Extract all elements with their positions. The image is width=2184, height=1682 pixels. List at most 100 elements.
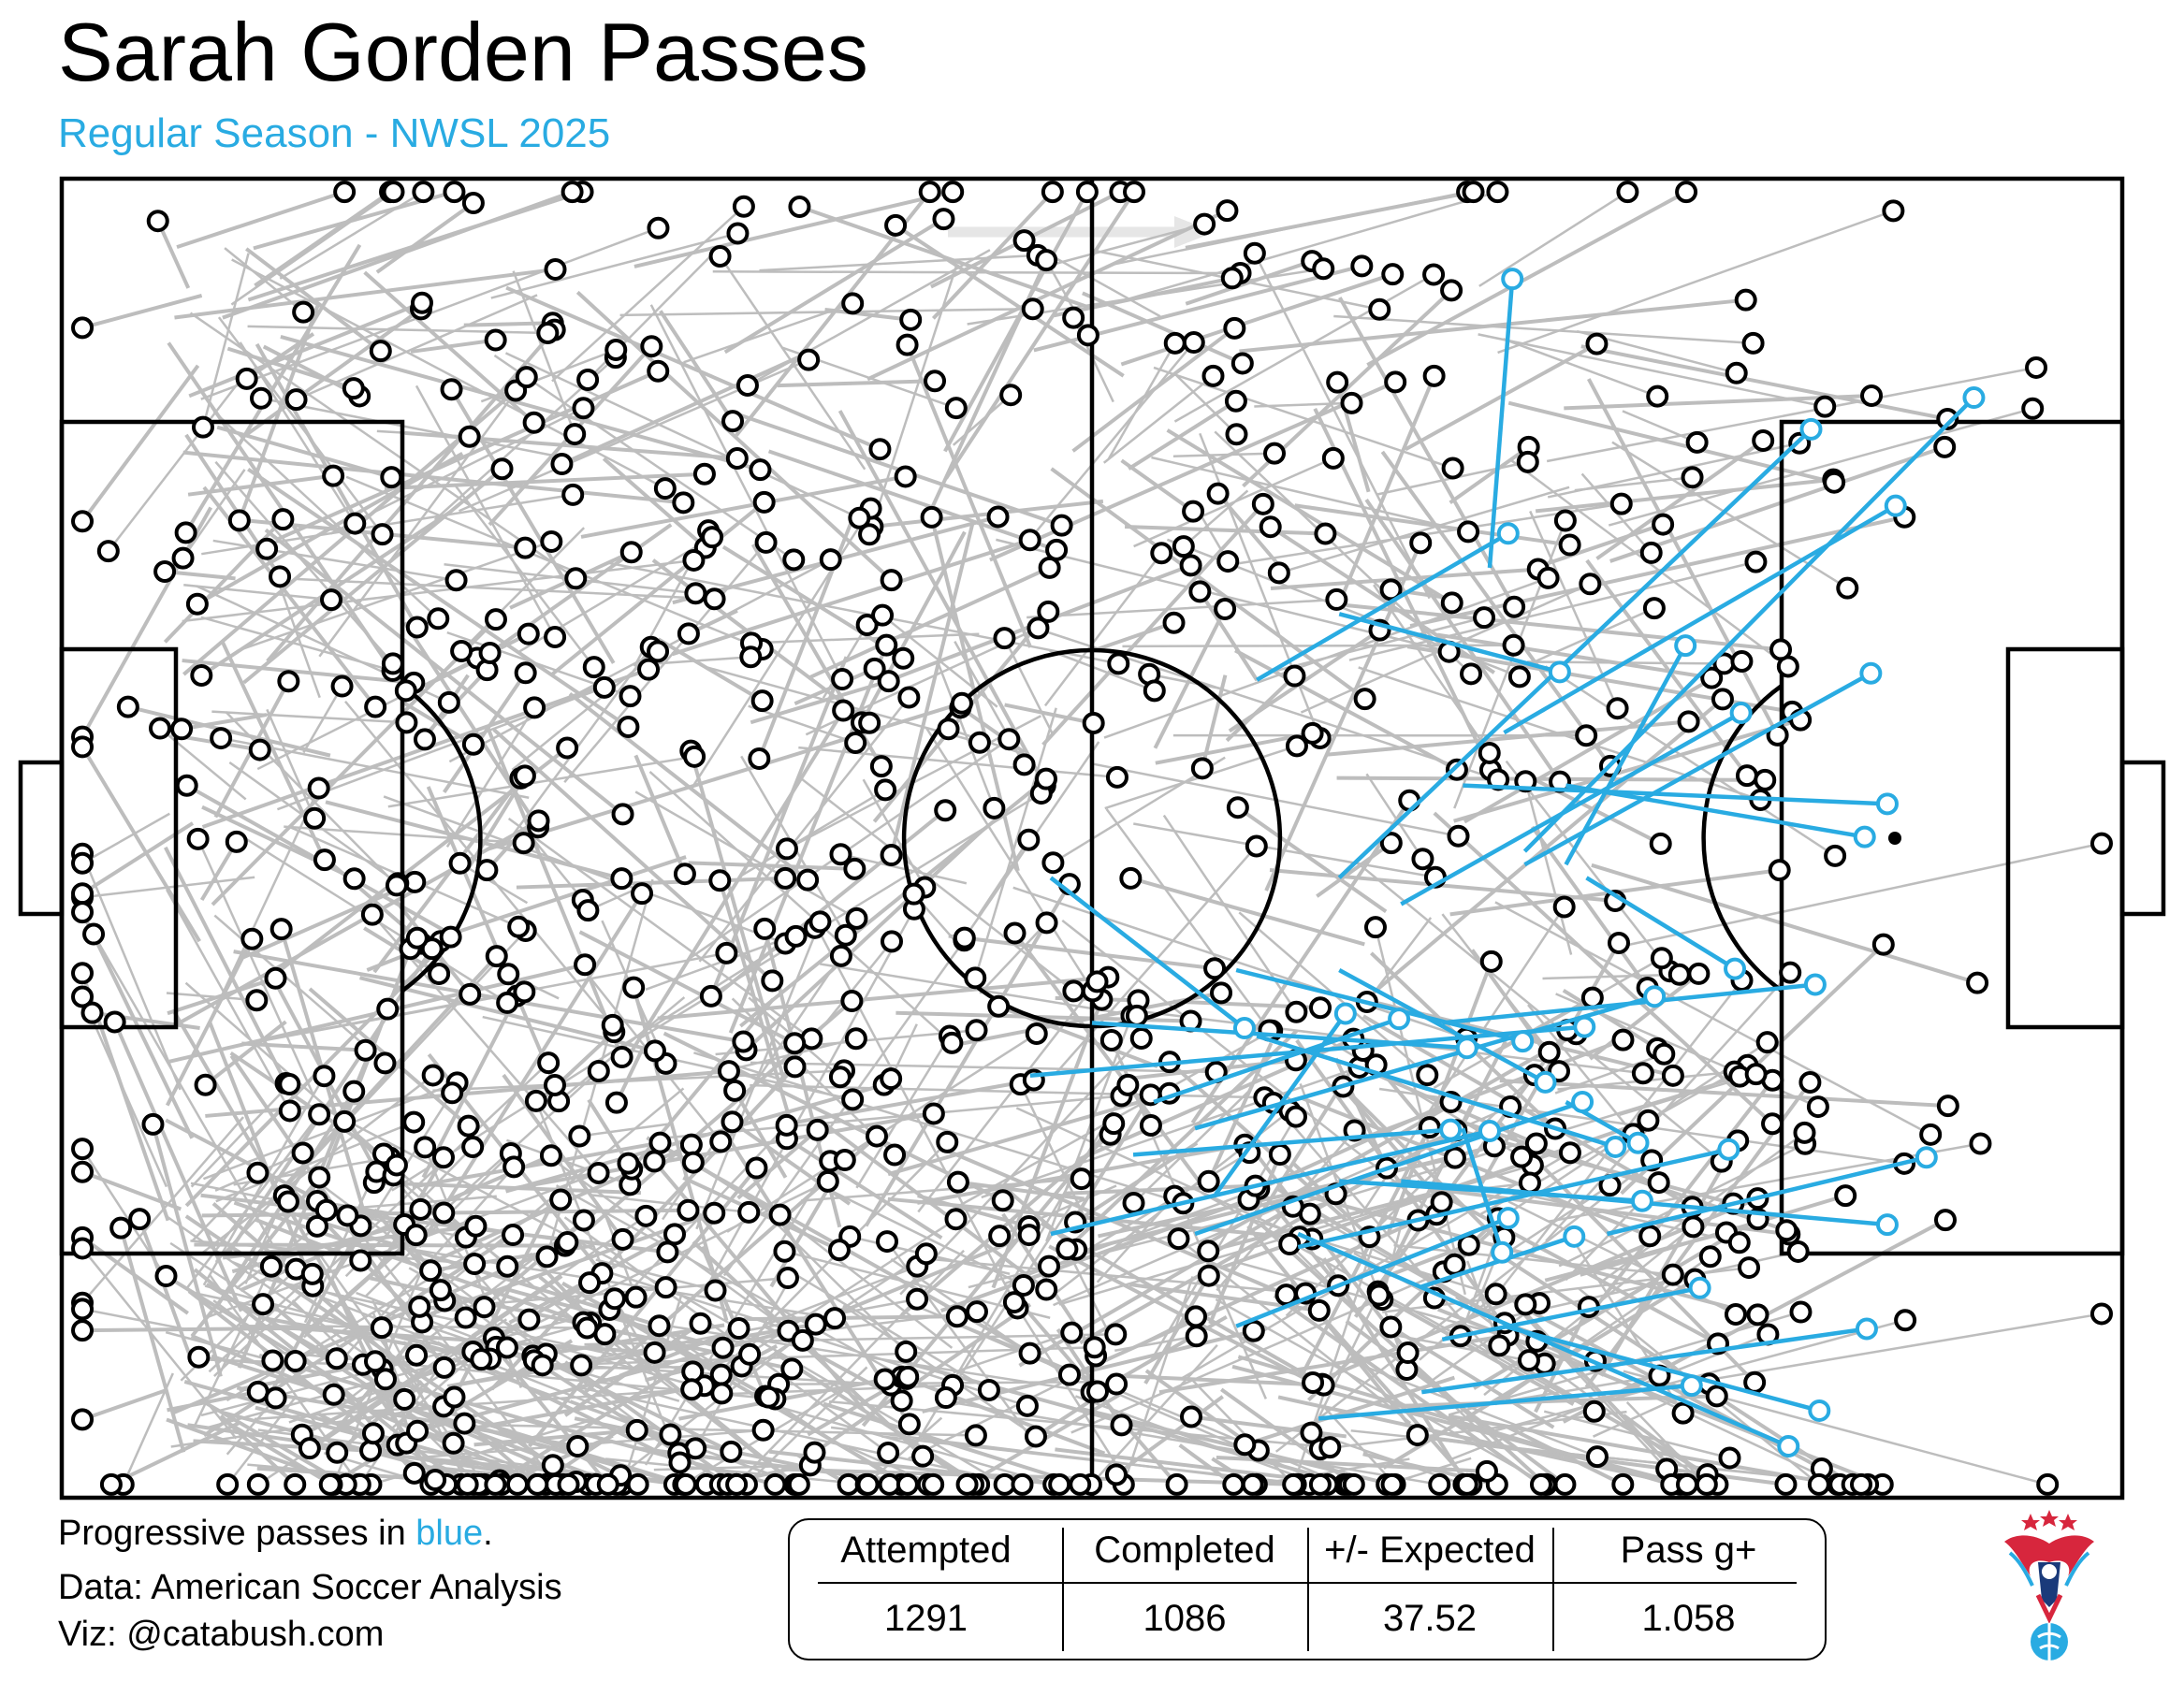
regular-pass-end <box>342 867 366 891</box>
regular-pass-end <box>556 1231 579 1254</box>
regular-pass-end <box>668 1451 692 1474</box>
regular-pass-line <box>1521 1192 1740 1244</box>
regular-pass-end <box>1558 533 1581 557</box>
regular-pass-end <box>877 1442 900 1465</box>
regular-pass-end <box>1245 834 1268 858</box>
regular-pass-end <box>1193 212 1216 236</box>
progressive-pass-end <box>1680 1374 1703 1398</box>
regular-pass-end <box>896 1365 920 1388</box>
regular-pass-end <box>1769 638 1793 661</box>
regular-pass-line <box>384 471 706 491</box>
regular-pass-end <box>924 370 947 393</box>
regular-pass-end <box>71 1138 95 1161</box>
regular-pass-line <box>1053 276 1233 318</box>
regular-pass-end <box>701 526 724 549</box>
regular-pass-end <box>373 1051 397 1075</box>
regular-pass-end <box>307 776 330 800</box>
regular-pass-end <box>330 674 354 698</box>
regular-pass-line <box>410 338 496 354</box>
regular-pass-end <box>342 377 365 400</box>
regular-pass-end <box>1484 1283 1507 1306</box>
regular-pass-end <box>576 899 600 922</box>
regular-pass-line <box>241 1041 366 1052</box>
regular-pass-line <box>487 701 963 851</box>
regular-pass-line <box>570 1384 1023 1486</box>
regular-pass-line <box>772 1404 1055 1486</box>
regular-pass-line <box>460 527 586 652</box>
regular-pass-end <box>634 1204 658 1227</box>
regular-pass-end <box>1724 1303 1747 1327</box>
regular-pass-end <box>495 1336 518 1359</box>
regular-pass-end <box>1122 1191 1145 1214</box>
regular-pass-end <box>414 1136 437 1159</box>
regular-pass-line <box>480 348 617 403</box>
regular-pass-line <box>201 253 250 428</box>
regular-pass-end <box>1182 500 1205 523</box>
regular-pass-end <box>1216 199 1239 223</box>
regular-pass-line <box>415 384 557 638</box>
regular-pass-end <box>313 848 336 872</box>
regular-pass-end <box>428 962 451 985</box>
regular-pass-end <box>692 462 716 486</box>
regular-pass-end <box>413 728 436 751</box>
regular-pass-line <box>981 1066 1360 1199</box>
regular-pass-line <box>215 1121 415 1203</box>
data-source: Data: American Soccer Analysis <box>58 1568 562 1607</box>
regular-pass-line <box>1365 773 1424 860</box>
regular-pass-line <box>211 710 407 724</box>
regular-pass-end <box>1409 531 1433 555</box>
regular-pass-end <box>513 764 536 788</box>
regular-pass-end <box>922 1472 945 1496</box>
regular-pass-end <box>1882 199 1905 223</box>
regular-pass-line <box>953 1331 1072 1374</box>
regular-pass-end <box>557 1472 580 1496</box>
attempted-value: 1291 <box>884 1598 968 1639</box>
regular-pass-end <box>964 966 987 990</box>
regular-pass-line <box>375 201 475 274</box>
regular-pass-line <box>624 709 845 1062</box>
regular-pass-line <box>1043 552 1163 707</box>
progressive-pass-line <box>1297 1231 1790 1449</box>
regular-pass-line <box>493 354 794 561</box>
regular-pass-end <box>484 328 507 352</box>
regular-pass-end <box>709 1363 733 1386</box>
regular-pass-end <box>333 1109 357 1133</box>
regular-pass-end <box>513 980 536 1004</box>
regular-pass-end <box>459 982 482 1006</box>
regular-pass-end <box>1353 688 1376 711</box>
progressive-pass-line <box>1461 1127 1505 1254</box>
regular-pass-end <box>570 1354 593 1377</box>
regular-pass-end <box>946 1170 969 1194</box>
regular-pass-end <box>717 1060 740 1083</box>
regular-pass-line <box>387 755 695 808</box>
regular-pass-line <box>1534 522 1664 570</box>
regular-pass-line <box>224 948 434 1258</box>
regular-pass-end <box>187 1345 211 1369</box>
regular-pass-line <box>1359 1037 1624 1142</box>
regular-pass-end <box>986 505 1010 529</box>
chart-subtitle: Regular Season - NWSL 2025 <box>58 110 611 156</box>
regular-pass-line <box>1478 191 1629 287</box>
progressive-pass-end <box>1799 417 1823 441</box>
regular-pass-end <box>1639 541 1663 564</box>
regular-pass-end <box>1380 1472 1404 1496</box>
regular-pass-end <box>1309 996 1332 1020</box>
regular-pass-end <box>1180 1405 1203 1428</box>
regular-pass-end <box>410 291 433 314</box>
regular-pass-end <box>890 1389 913 1413</box>
regular-pass-end <box>894 465 917 488</box>
regular-pass-line <box>1151 456 1469 533</box>
regular-pass-end <box>1606 697 1629 720</box>
regular-pass-end <box>561 483 585 506</box>
regular-pass-line <box>1580 344 1948 421</box>
regular-pass-end <box>823 1307 847 1330</box>
regular-pass-end <box>732 195 755 218</box>
regular-pass-end <box>611 1227 634 1251</box>
regular-pass-line <box>236 1385 578 1449</box>
regular-pass-end <box>1188 580 1212 603</box>
regular-pass-end <box>404 1224 428 1247</box>
progressive-pass-end <box>1491 1240 1514 1264</box>
regular-pass-line <box>1448 1414 1839 1486</box>
regular-pass-line <box>619 1342 792 1477</box>
regular-pass-end <box>1529 1472 1552 1496</box>
